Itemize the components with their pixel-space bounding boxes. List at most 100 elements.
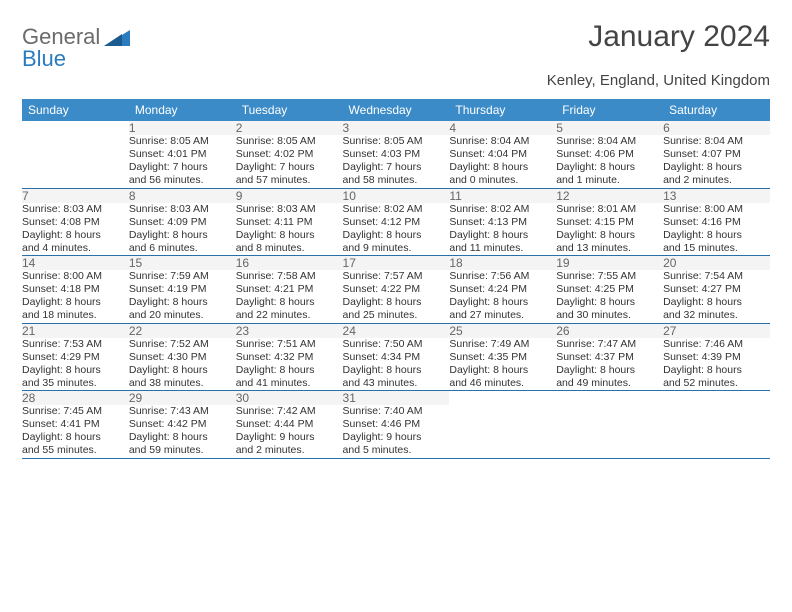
sunrise-line: Sunrise: 7:51 AM: [236, 338, 343, 351]
day-number: 17: [343, 256, 450, 271]
sunrise-line: Sunrise: 7:46 AM: [663, 338, 770, 351]
day-details: Sunrise: 7:54 AMSunset: 4:27 PMDaylight:…: [663, 270, 770, 323]
day-number: 24: [343, 323, 450, 338]
day-details: Sunrise: 7:56 AMSunset: 4:24 PMDaylight:…: [449, 270, 556, 323]
sunset-line: Sunset: 4:01 PM: [129, 148, 236, 161]
sunset-line: Sunset: 4:18 PM: [22, 283, 129, 296]
daylight-line: Daylight: 9 hours: [236, 431, 343, 444]
daylight-line: and 41 minutes.: [236, 377, 343, 390]
logo: General Blue: [22, 20, 130, 70]
day-details: Sunrise: 7:51 AMSunset: 4:32 PMDaylight:…: [236, 338, 343, 391]
sunrise-line: Sunrise: 8:05 AM: [343, 135, 450, 148]
day-number: 7: [22, 188, 129, 203]
day-details: Sunrise: 7:46 AMSunset: 4:39 PMDaylight:…: [663, 338, 770, 391]
daylight-line: Daylight: 8 hours: [449, 161, 556, 174]
logo-triangle-icon: [104, 28, 130, 50]
day-number: 23: [236, 323, 343, 338]
daylight-line: and 20 minutes.: [129, 309, 236, 322]
sunrise-line: Sunrise: 8:00 AM: [663, 203, 770, 216]
sunrise-line: Sunrise: 7:57 AM: [343, 270, 450, 283]
daylight-line: Daylight: 8 hours: [663, 229, 770, 242]
weekday-header-cell: Wednesday: [343, 99, 450, 121]
sunrise-line: Sunrise: 8:02 AM: [449, 203, 556, 216]
daylight-line: Daylight: 8 hours: [129, 296, 236, 309]
daylight-line: Daylight: 8 hours: [449, 296, 556, 309]
daylight-line: Daylight: 8 hours: [129, 364, 236, 377]
daylight-line: and 18 minutes.: [22, 309, 129, 322]
sunset-line: Sunset: 4:32 PM: [236, 351, 343, 364]
sunrise-line: Sunrise: 7:59 AM: [129, 270, 236, 283]
day-number: [22, 121, 129, 135]
day-number: 28: [22, 391, 129, 406]
sunset-line: Sunset: 4:25 PM: [556, 283, 663, 296]
daylight-line: Daylight: 8 hours: [236, 364, 343, 377]
daylight-line: and 8 minutes.: [236, 242, 343, 255]
day-details: Sunrise: 8:02 AMSunset: 4:13 PMDaylight:…: [449, 203, 556, 256]
sunset-line: Sunset: 4:41 PM: [22, 418, 129, 431]
daylight-line: and 55 minutes.: [22, 444, 129, 457]
day-details: Sunrise: 8:04 AMSunset: 4:06 PMDaylight:…: [556, 135, 663, 188]
day-details: Sunrise: 8:01 AMSunset: 4:15 PMDaylight:…: [556, 203, 663, 256]
day-number: 10: [343, 188, 450, 203]
day-number: 16: [236, 256, 343, 271]
day-details: Sunrise: 8:04 AMSunset: 4:07 PMDaylight:…: [663, 135, 770, 188]
daylight-line: Daylight: 8 hours: [236, 296, 343, 309]
weekday-header-cell: Thursday: [449, 99, 556, 121]
sunset-line: Sunset: 4:07 PM: [663, 148, 770, 161]
sunrise-line: Sunrise: 7:55 AM: [556, 270, 663, 283]
day-number: 26: [556, 323, 663, 338]
sunset-line: Sunset: 4:16 PM: [663, 216, 770, 229]
daylight-line: Daylight: 8 hours: [556, 161, 663, 174]
sunset-line: Sunset: 4:12 PM: [343, 216, 450, 229]
sunrise-line: Sunrise: 7:43 AM: [129, 405, 236, 418]
daylight-line: Daylight: 8 hours: [663, 296, 770, 309]
daylight-line: and 25 minutes.: [343, 309, 450, 322]
location-line: Kenley, England, United Kingdom: [22, 72, 770, 89]
weekday-header-cell: Sunday: [22, 99, 129, 121]
sunrise-line: Sunrise: 7:47 AM: [556, 338, 663, 351]
daylight-line: and 2 minutes.: [663, 174, 770, 187]
daylight-line: and 46 minutes.: [449, 377, 556, 390]
daylight-line: and 11 minutes.: [449, 242, 556, 255]
day-number: 25: [449, 323, 556, 338]
sunset-line: Sunset: 4:37 PM: [556, 351, 663, 364]
page-title: January 2024: [588, 20, 770, 54]
day-number: [449, 391, 556, 406]
daylight-line: Daylight: 8 hours: [22, 229, 129, 242]
daylight-line: and 27 minutes.: [449, 309, 556, 322]
day-number: 1: [129, 121, 236, 135]
sunset-line: Sunset: 4:44 PM: [236, 418, 343, 431]
sunset-line: Sunset: 4:46 PM: [343, 418, 450, 431]
daylight-line: and 9 minutes.: [343, 242, 450, 255]
sunset-line: Sunset: 4:22 PM: [343, 283, 450, 296]
sunset-line: Sunset: 4:19 PM: [129, 283, 236, 296]
day-number: 22: [129, 323, 236, 338]
weekday-header-cell: Tuesday: [236, 99, 343, 121]
sunrise-line: Sunrise: 8:02 AM: [343, 203, 450, 216]
day-details: [663, 405, 770, 458]
weekday-header-cell: Saturday: [663, 99, 770, 121]
sunset-line: Sunset: 4:02 PM: [236, 148, 343, 161]
daylight-line: and 38 minutes.: [129, 377, 236, 390]
daylight-line: and 57 minutes.: [236, 174, 343, 187]
daylight-line: and 52 minutes.: [663, 377, 770, 390]
daylight-line: and 43 minutes.: [343, 377, 450, 390]
daylight-line: and 30 minutes.: [556, 309, 663, 322]
daylight-line: and 49 minutes.: [556, 377, 663, 390]
daylight-line: and 4 minutes.: [22, 242, 129, 255]
sunrise-line: Sunrise: 7:54 AM: [663, 270, 770, 283]
day-number: 12: [556, 188, 663, 203]
sunset-line: Sunset: 4:13 PM: [449, 216, 556, 229]
daylight-line: Daylight: 8 hours: [556, 364, 663, 377]
details-row: Sunrise: 8:05 AM Sunset: 4:01 PM Daylight:…: [22, 135, 770, 188]
details-row: Sunrise: 7:45 AMSunset: 4:41 PMDaylight:…: [22, 405, 770, 458]
daylight-line: Daylight: 8 hours: [449, 229, 556, 242]
sunrise-line: Sunrise: 8:04 AM: [449, 135, 556, 148]
details-row: Sunrise: 7:53 AMSunset: 4:29 PMDaylight:…: [22, 338, 770, 391]
daylight-line: and 5 minutes.: [343, 444, 450, 457]
daylight-line: Daylight: 8 hours: [663, 364, 770, 377]
sunset-line: Sunset: 4:35 PM: [449, 351, 556, 364]
day-number: 5: [556, 121, 663, 135]
weekday-header-cell: Monday: [129, 99, 236, 121]
daylight-line: and 59 minutes.: [129, 444, 236, 457]
